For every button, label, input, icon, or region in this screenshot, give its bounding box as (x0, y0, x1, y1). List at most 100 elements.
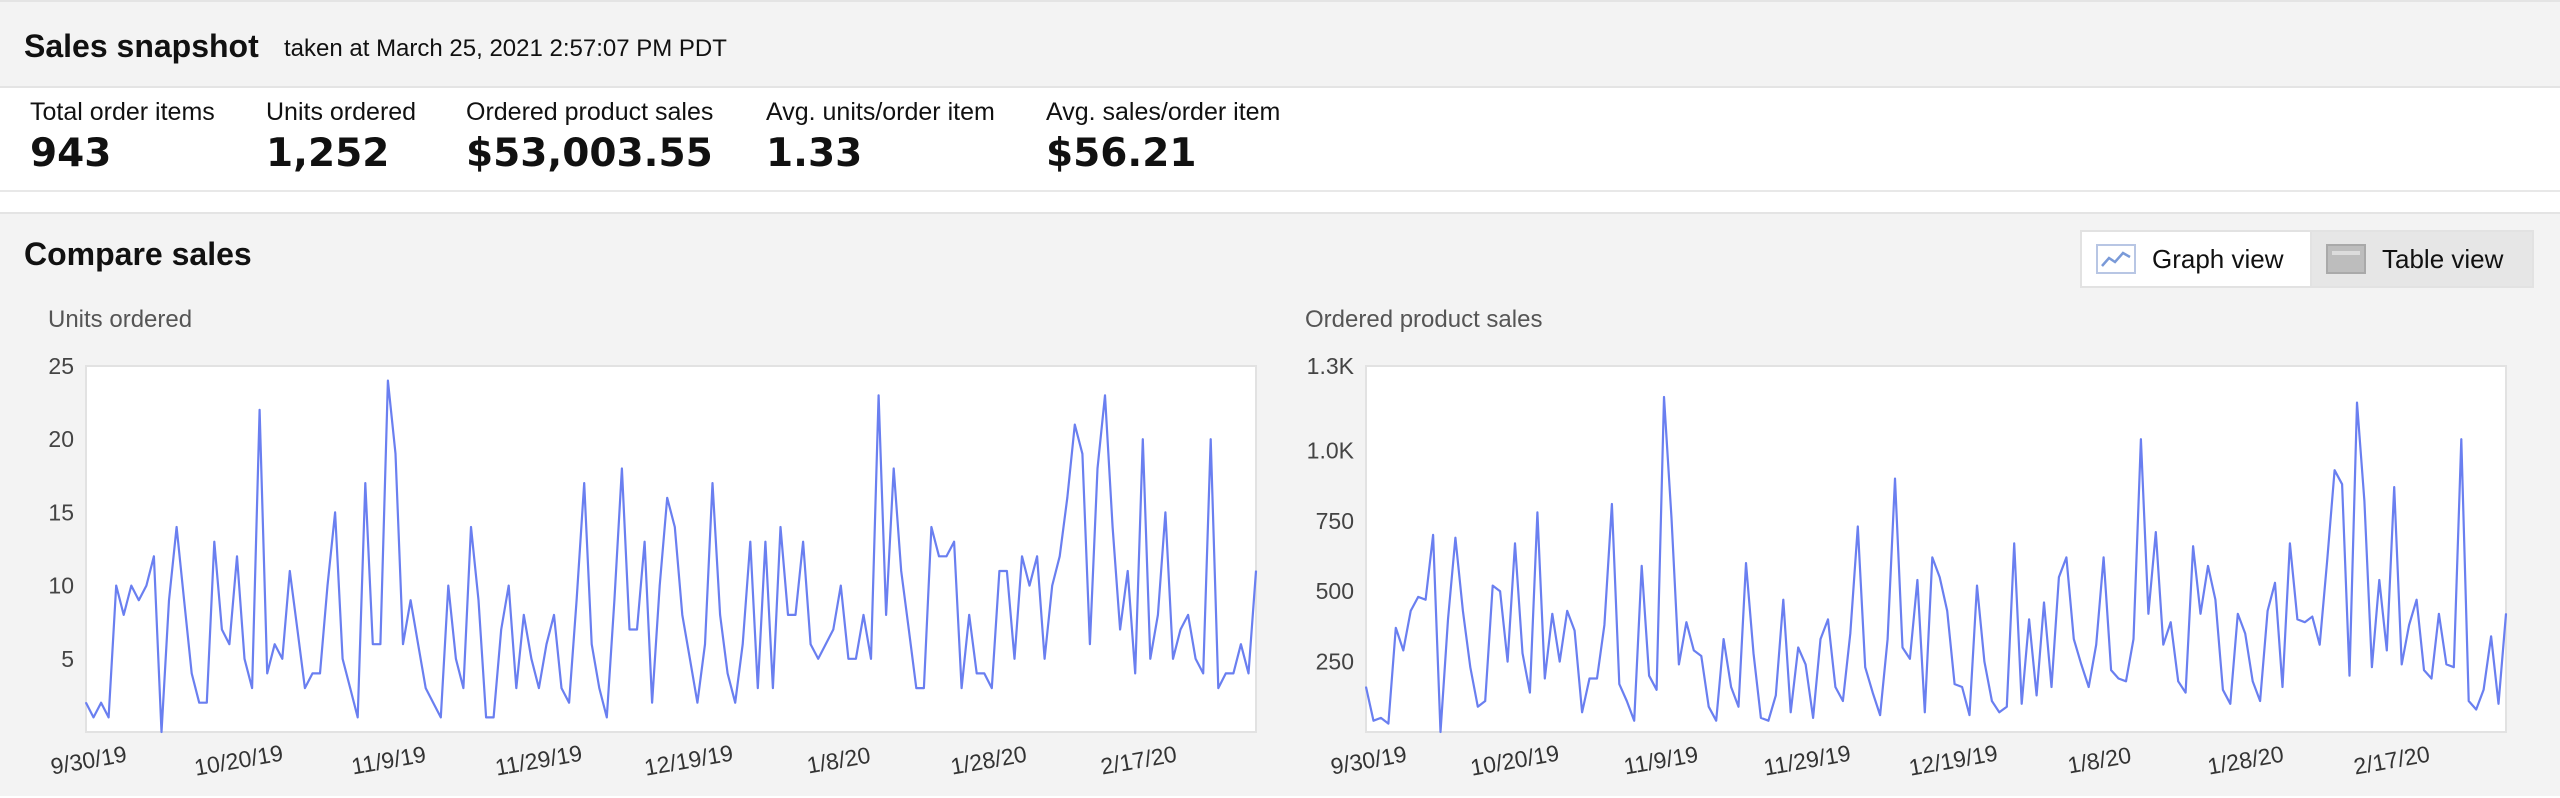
data-point (2378, 579, 2381, 581)
data-point (741, 643, 744, 645)
sales-chart-title: Ordered product sales (1305, 306, 1543, 333)
data-point (462, 687, 465, 689)
data-point (1066, 497, 1069, 499)
data-point (2237, 613, 2239, 615)
data-point (1119, 628, 1121, 631)
data-point (1484, 700, 1486, 702)
data-point (711, 482, 714, 484)
data-point (1938, 576, 1941, 578)
data-point (100, 701, 102, 704)
data-point (2140, 438, 2142, 440)
data-point (2251, 680, 2254, 683)
data-point (1678, 663, 1680, 666)
data-point (2348, 674, 2351, 677)
data-point (122, 614, 125, 616)
data-point (892, 467, 895, 470)
data-point (1134, 672, 1136, 675)
data-point (847, 658, 850, 660)
data-point (945, 555, 948, 558)
data-point (1931, 556, 1934, 559)
table-view-label: Table view (2382, 243, 2504, 274)
data-point (1424, 598, 1427, 601)
data-point (251, 687, 253, 689)
data-point (1789, 711, 1792, 714)
data-point (1834, 686, 1837, 688)
data-point (2281, 686, 2284, 688)
data-point (802, 540, 804, 543)
data-point (2169, 621, 2172, 623)
data-point (228, 643, 231, 645)
data-point (1089, 643, 1091, 645)
data-point (2318, 643, 2321, 646)
data-point (311, 672, 314, 675)
data-point (1036, 555, 1038, 558)
data-point (2423, 669, 2425, 671)
data-point (447, 584, 450, 587)
data-point (2020, 703, 2023, 705)
data-point (1775, 694, 1777, 697)
data-point (900, 570, 902, 572)
data-point (2304, 621, 2306, 623)
data-point (1439, 731, 1442, 733)
data-point (991, 687, 993, 689)
data-point (538, 687, 540, 689)
data-point (1491, 584, 1494, 587)
data-point (590, 643, 593, 645)
data-point (2147, 613, 2150, 615)
data-point (2028, 618, 2030, 621)
table-view-button[interactable]: Table view (2312, 230, 2534, 288)
data-point (334, 511, 336, 514)
data-point (674, 526, 676, 528)
data-point (2013, 542, 2015, 545)
data-point (1417, 596, 1419, 598)
data-point (1081, 453, 1084, 455)
data-point (1857, 525, 1859, 528)
data-point (107, 716, 110, 719)
data-point (832, 628, 835, 631)
data-point (2453, 666, 2455, 668)
x-tick-label: 10/20/19 (192, 740, 285, 781)
data-point (440, 716, 442, 719)
data-point (153, 555, 155, 558)
metric-ordered-product-sales: Ordered product sales $53,003.55 (466, 98, 713, 176)
data-point (726, 672, 729, 675)
data-point (2177, 680, 2179, 683)
data-point (545, 643, 548, 645)
y-tick-label: 10 (48, 573, 74, 599)
graph-view-button[interactable]: Graph view (2080, 230, 2312, 288)
data-point (1462, 610, 1464, 612)
data-point (1232, 672, 1235, 675)
y-tick-label: 20 (48, 426, 74, 452)
data-point (2497, 703, 2500, 705)
data-point (2438, 613, 2440, 615)
data-point (1021, 555, 1023, 558)
data-point (206, 701, 208, 704)
data-point (1976, 584, 1978, 587)
data-point (2058, 576, 2060, 578)
data-point (213, 540, 216, 543)
data-point (379, 643, 382, 645)
data-point (2035, 694, 2038, 697)
data-point (1871, 691, 1874, 694)
metric-units-ordered: Units ordered 1,252 (266, 98, 416, 176)
data-point (2274, 582, 2276, 584)
data-point (1640, 565, 1643, 567)
data-point (455, 658, 457, 660)
data-point (1991, 700, 1993, 702)
data-point (2214, 598, 2217, 601)
data-point (1767, 719, 1770, 722)
x-tick-label: 11/9/19 (349, 741, 427, 780)
data-point (908, 628, 910, 631)
data-point (356, 716, 359, 719)
data-point (1804, 663, 1807, 666)
data-point (221, 628, 223, 631)
data-point (1447, 618, 1449, 621)
data-point (2311, 615, 2314, 618)
data-point (2222, 689, 2224, 691)
data-point (2356, 401, 2358, 404)
data-point (1588, 677, 1591, 680)
data-point (175, 526, 178, 528)
data-point (1402, 649, 1405, 652)
data-point (666, 497, 668, 499)
data-point (500, 628, 503, 631)
